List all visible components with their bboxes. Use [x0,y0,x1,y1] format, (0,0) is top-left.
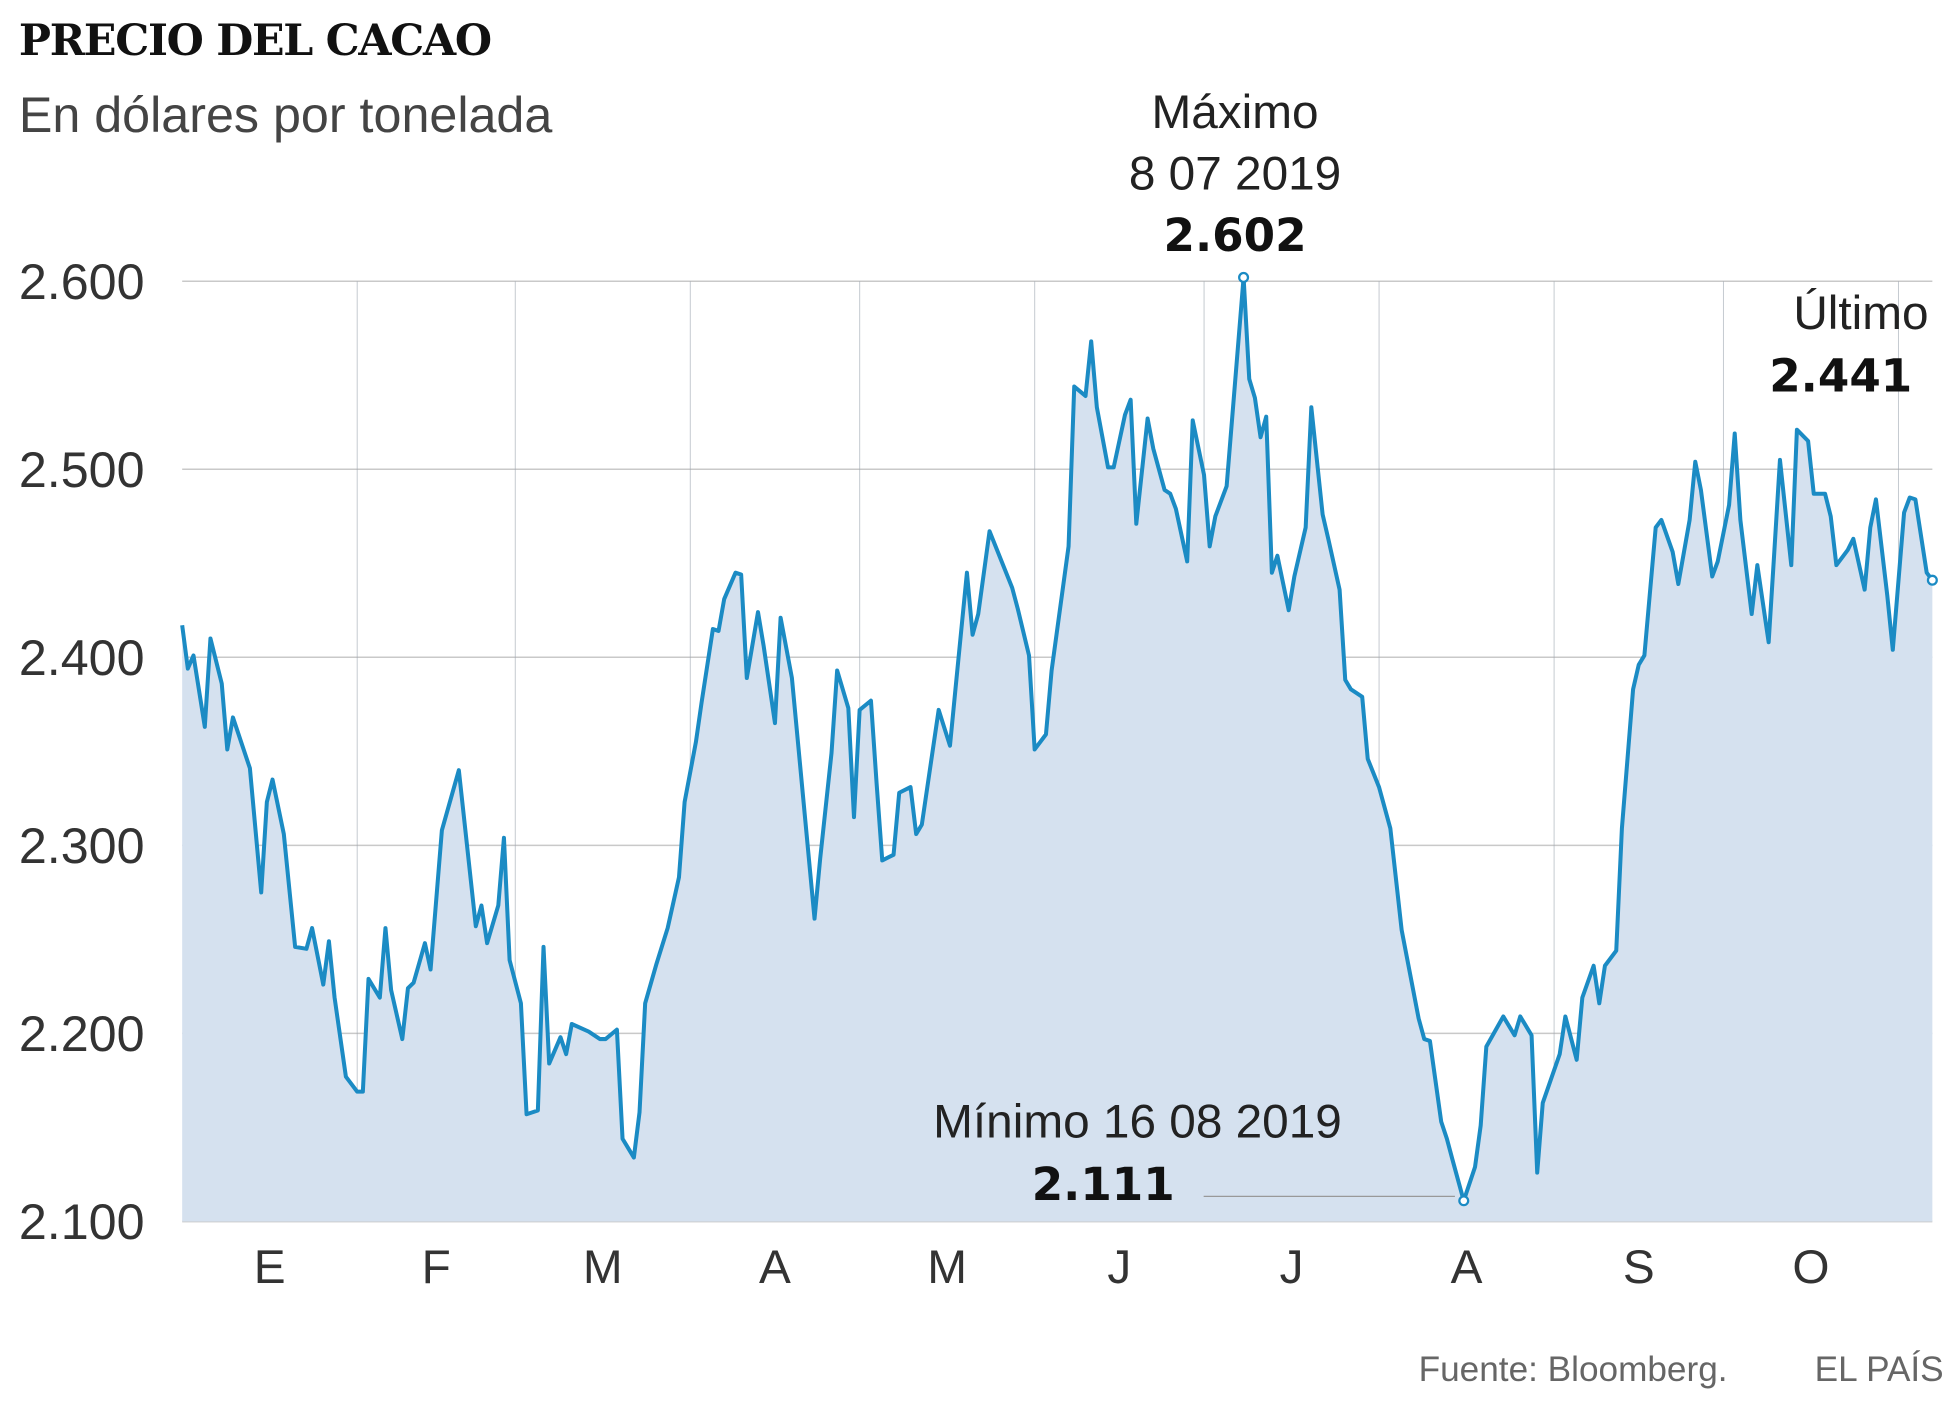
brand-logo: EL PAÍS [1815,1350,1944,1389]
last-annotation: Último 2.441 [1769,286,1928,403]
y-tick-label: 2.100 [19,1194,145,1250]
x-tick-label: J [1107,1241,1131,1294]
max-label: Máximo [1151,86,1318,139]
min-value: 2.111 [1032,1158,1175,1211]
min-label: Mínimo 16 08 2019 [933,1095,1342,1148]
x-tick-label: A [759,1241,791,1294]
x-tick-label: J [1280,1241,1304,1294]
max-value: 2.602 [1164,209,1307,262]
last-point-marker [1926,574,1938,586]
max-point-marker [1238,271,1250,283]
x-tick-label: O [1792,1241,1829,1294]
source-note: Fuente: Bloomberg. [1419,1350,1728,1389]
y-tick-label: 2.200 [19,1006,145,1062]
last-value: 2.441 [1769,350,1912,403]
y-tick-label: 2.600 [19,254,145,310]
y-tick-label: 2.300 [19,818,145,874]
min-point-marker [1458,1195,1470,1207]
x-tick-label: M [927,1241,967,1294]
x-tick-label: S [1623,1241,1655,1294]
max-date: 8 07 2019 [1129,148,1341,201]
x-tick-label: E [254,1241,286,1294]
x-tick-label: M [583,1241,623,1294]
price-line [180,275,1934,1203]
x-tick-label: F [422,1241,451,1294]
last-label: Último [1793,286,1928,340]
min-annotation: Mínimo 16 08 2019 2.111 [933,1095,1455,1211]
chart-title: PRECIO DEL CACAO [19,16,491,66]
chart-subtitle: En dólares por tonelada [19,87,553,143]
y-tick-label: 2.500 [19,442,145,498]
max-annotation: Máximo 8 07 2019 2.602 [1129,86,1341,262]
x-tick-label: A [1451,1241,1483,1294]
y-tick-label: 2.400 [19,630,145,686]
area-fill [182,277,1933,1222]
